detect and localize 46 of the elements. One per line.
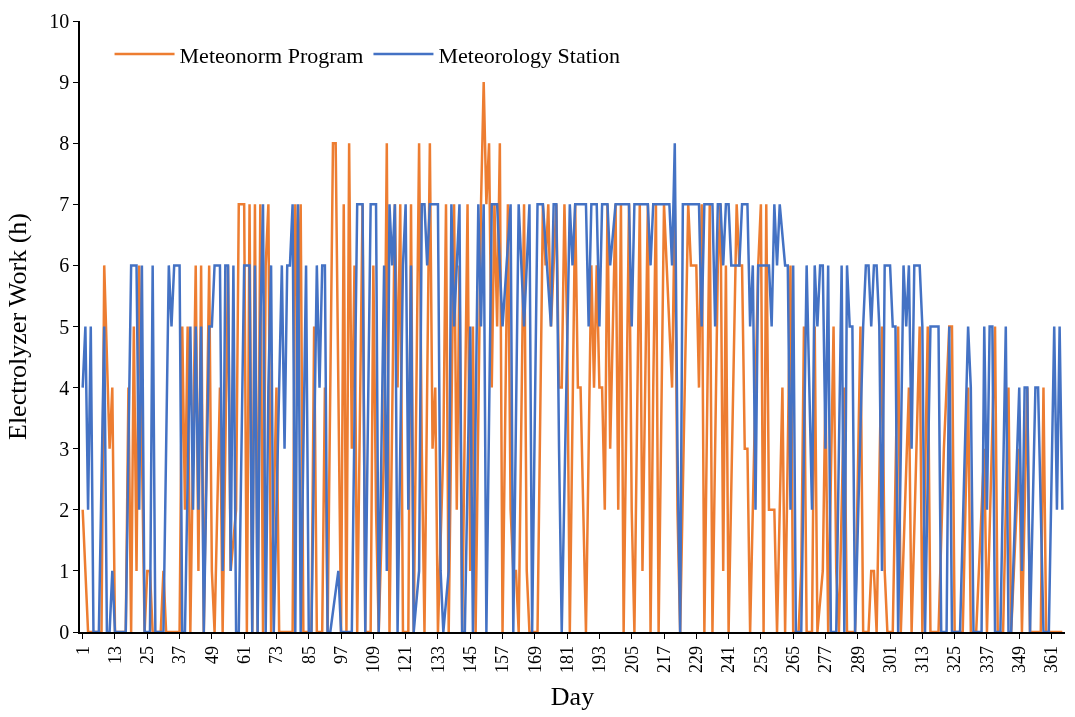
x-tick-label: 37 bbox=[169, 645, 190, 664]
y-tick-label: 5 bbox=[59, 315, 70, 338]
y-tick-label: 6 bbox=[59, 254, 70, 277]
x-tick-label: 301 bbox=[879, 645, 900, 673]
legend-label: Meteonorm Program bbox=[179, 42, 364, 68]
y-tick-label: 4 bbox=[59, 376, 70, 399]
x-tick-label: 145 bbox=[460, 645, 481, 673]
x-tick-label: 229 bbox=[686, 645, 707, 673]
x-tick-label: 109 bbox=[363, 645, 384, 673]
x-tick-label: 361 bbox=[1041, 645, 1062, 673]
x-tick-label: 13 bbox=[104, 645, 125, 664]
y-tick-label: 3 bbox=[59, 437, 70, 460]
x-tick-label: 253 bbox=[750, 645, 771, 673]
x-tick-label: 85 bbox=[298, 645, 319, 664]
x-tick-label: 289 bbox=[847, 645, 868, 673]
x-tick-label: 121 bbox=[395, 645, 416, 673]
x-axis-title: Day bbox=[550, 682, 595, 712]
y-tick-label: 2 bbox=[59, 498, 70, 521]
x-tick-label: 217 bbox=[653, 645, 674, 673]
x-tick-label: 205 bbox=[621, 645, 642, 673]
y-tick-label: 9 bbox=[59, 71, 70, 94]
x-tick-label: 157 bbox=[492, 645, 513, 673]
x-tick-label: 73 bbox=[266, 645, 287, 664]
y-tick-label: 0 bbox=[59, 621, 70, 643]
y-axis-title: Electrolyzer Work (h) bbox=[3, 213, 33, 440]
x-tick-label: 265 bbox=[783, 645, 804, 673]
x-tick-label: 61 bbox=[234, 645, 255, 664]
x-tick-label: 133 bbox=[427, 645, 448, 673]
x-tick-label: 49 bbox=[201, 645, 222, 664]
x-tick-label: 349 bbox=[1009, 645, 1030, 673]
x-tick-label: 1 bbox=[72, 645, 93, 655]
x-tick-label: 181 bbox=[556, 645, 577, 673]
x-tick-label: 169 bbox=[524, 645, 545, 673]
x-tick-label: 277 bbox=[815, 645, 836, 673]
x-tick-label: 337 bbox=[976, 645, 997, 673]
x-tick-label: 241 bbox=[718, 645, 739, 673]
legend-label: Meteorology Station bbox=[438, 42, 620, 68]
x-tick-label: 25 bbox=[137, 645, 158, 664]
x-tick-label: 193 bbox=[589, 645, 610, 673]
x-tick-label: 313 bbox=[912, 645, 933, 673]
x-tick-label: 325 bbox=[944, 645, 965, 673]
y-tick-label: 8 bbox=[59, 132, 70, 155]
y-tick-label: 10 bbox=[49, 10, 70, 32]
y-tick-label: 1 bbox=[59, 559, 70, 582]
y-tick-label: 7 bbox=[59, 193, 70, 216]
x-tick-label: 97 bbox=[330, 645, 351, 664]
